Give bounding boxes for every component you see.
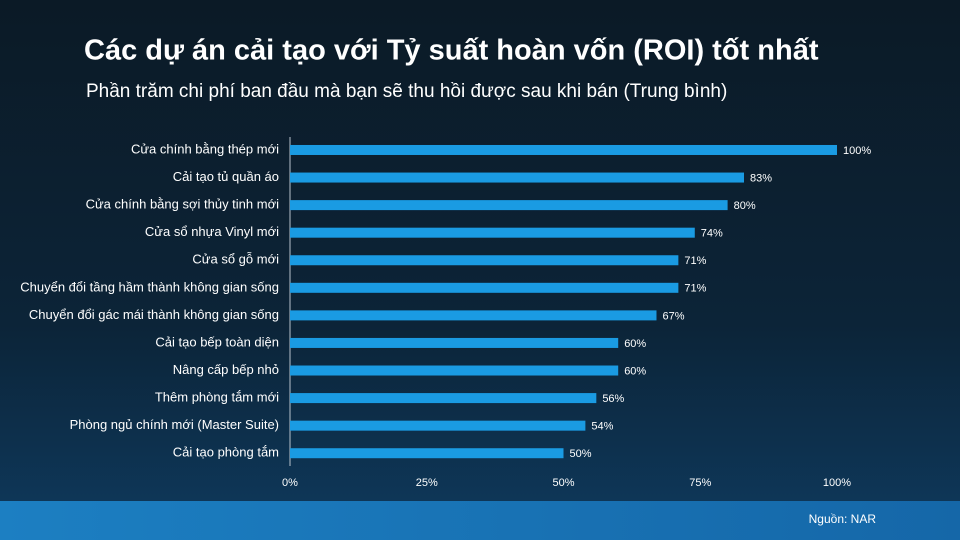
bar (290, 200, 728, 211)
value-label: 83% (750, 172, 772, 184)
bar (290, 448, 564, 459)
value-label: 54% (591, 421, 613, 433)
value-label: 80% (734, 200, 756, 212)
bar (290, 393, 597, 404)
x-tick-label: 75% (689, 477, 711, 489)
value-label: 74% (701, 228, 723, 240)
bar (290, 337, 619, 348)
x-tick-label: 50% (552, 477, 574, 489)
y-tick-label: Cải tạo tủ quần áo (173, 169, 279, 184)
y-tick-label: Cửa sổ gỗ mới (192, 252, 279, 267)
y-tick-label: Chuyển đổi tầng hầm thành không gian sốn… (20, 279, 279, 294)
chart-subtitle: Phần trăm chi phí ban đầu mà bạn sẽ thu … (86, 81, 727, 102)
x-tick-label: 100% (823, 477, 851, 489)
bar (290, 172, 745, 183)
value-label: 50% (570, 448, 592, 460)
bar (290, 144, 837, 155)
x-tick-label: 0% (282, 477, 298, 489)
y-tick-label: Nâng cấp bếp nhỏ (173, 362, 279, 377)
value-label: 67% (662, 310, 684, 322)
value-label: 71% (684, 255, 706, 267)
footer-band (0, 501, 960, 540)
y-tick-label: Thêm phòng tắm mới (155, 390, 279, 405)
x-tick-label: 25% (416, 477, 438, 489)
bar (290, 420, 586, 431)
value-label: 100% (843, 145, 871, 157)
y-tick-label: Cải tạo bếp toàn diện (155, 334, 279, 349)
bar (290, 310, 657, 321)
source: Nguồn: NAR (809, 512, 877, 526)
y-tick-label: Cửa sổ nhựa Vinyl mới (145, 224, 279, 239)
bar (290, 227, 695, 238)
chart-title: Các dự án cải tạo với Tỷ suất hoàn vốn (… (84, 35, 819, 67)
bar (290, 255, 679, 266)
y-tick-label: Chuyển đổi gác mái thành không gian sống (29, 307, 279, 322)
value-label: 71% (684, 283, 706, 295)
y-tick-label: Cửa chính bằng thép mới (131, 141, 279, 156)
value-label: 60% (624, 338, 646, 350)
bar (290, 282, 679, 293)
y-tick-label: Phòng ngủ chính mới (Master Suite) (70, 417, 279, 432)
y-tick-label: Cải tạo phòng tắm (173, 445, 279, 460)
bar (290, 365, 619, 376)
value-label: 56% (602, 393, 624, 405)
value-label: 60% (624, 365, 646, 377)
y-tick-label: Cửa chính bằng sợi thủy tinh mới (86, 197, 280, 212)
